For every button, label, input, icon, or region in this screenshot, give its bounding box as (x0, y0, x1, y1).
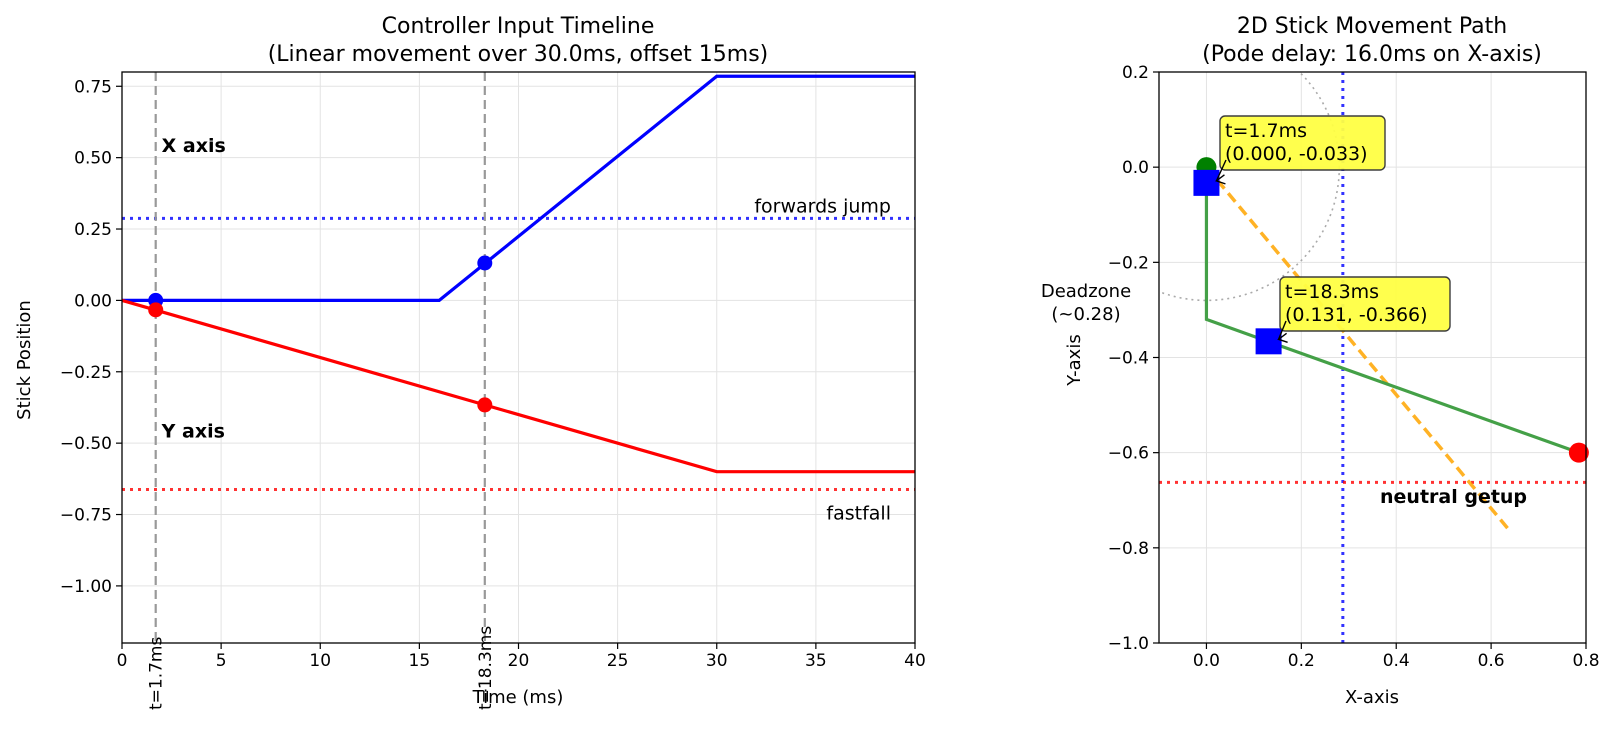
timeline-x-tick-label-8: 40 (904, 651, 926, 671)
stick-neutral-getup-line (1205, 166, 1512, 533)
timeline-y-tick-label-5: −0.50 (60, 434, 112, 454)
timeline-y-axis-label: Stick Position (14, 300, 35, 420)
timeline-reference-lines (122, 72, 915, 643)
timeline-text-labels: X axis Y axis forwards jump fastfall t=1.7ms… (147, 135, 891, 710)
stick-x-tick-label-2: 0.4 (1383, 651, 1410, 671)
stick-x-tick-label-1: 0.2 (1288, 651, 1315, 671)
stick-sample-point-0 (1193, 169, 1220, 196)
timeline-y-tick-label-0: 0.75 (74, 77, 112, 97)
timeline-marker-point-3 (477, 397, 493, 413)
timeline-grid (121, 72, 916, 643)
timeline-series-label-1: Y axis (161, 420, 225, 442)
timeline-x-tick-label-0: 0 (117, 651, 128, 671)
stick-path-subtitle: (Pode delay: 16.0ms on X-axis) (1202, 42, 1542, 67)
stick-annotation-box-1 (1279, 276, 1451, 332)
stick-y-tick-label-2: −0.2 (1108, 253, 1149, 273)
timeline-x-tick-label-1: 5 (216, 651, 227, 671)
stick-path-text-labels: t=1.7ms (0.000, -0.033) t=18.3ms (0.131, -0… (1041, 115, 1527, 508)
timeline-y-tick-label-2: 0.25 (74, 220, 112, 240)
stick-y-tick-label-1: 0.0 (1122, 158, 1149, 178)
timeline-series-label-0: X axis (162, 135, 226, 157)
timeline-x-axis-label: Time (ms) (472, 687, 564, 708)
stick-annotation-arrowhead-1 (1277, 332, 1288, 343)
timeline-y-tick-label-3: 0.00 (74, 291, 112, 311)
timeline-time-marker-label-0: t=1.7ms (147, 636, 167, 710)
timeline-title: Controller Input Timeline (382, 14, 655, 39)
stick-end-point (1568, 442, 1589, 463)
stick-annotation-box-0 (1219, 115, 1386, 171)
timeline-series-line-0 (122, 74, 915, 302)
stick-path-y-axis-label: Y-axis (1064, 334, 1085, 386)
stick-annotation-arrowhead-0 (1214, 174, 1226, 185)
timeline-x-tick-label-7: 35 (805, 651, 827, 671)
timeline-chart: Controller Input Timeline (Linear moveme… (14, 14, 926, 710)
stick-y-tick-label-4: −0.6 (1108, 444, 1149, 464)
timeline-markers (148, 255, 493, 413)
timeline-x-tick-label-5: 25 (607, 651, 629, 671)
stick-annotation-text-0: t=1.7ms (0.000, -0.033) (1225, 120, 1368, 165)
stick-neutral-getup-label: neutral getup (1380, 486, 1527, 508)
timeline-marker-point-2 (477, 255, 493, 271)
timeline-ticks: 0 5 10 15 20 25 30 35 40 0.75 0.50 0.25 0.00 −0.25 −0.… (60, 77, 926, 671)
stick-path-line (1204, 167, 1580, 455)
stick-x-tick-label-4: 0.8 (1572, 651, 1599, 671)
timeline-threshold-label-1: fastfall (826, 503, 891, 525)
timeline-series-line-1 (121, 298, 915, 474)
stick-y-tick-label-0: 0.2 (1122, 63, 1149, 83)
timeline-time-marker-label-1: t=18.3ms (476, 626, 496, 710)
timeline-y-tick-label-7: −1.00 (60, 577, 112, 597)
stick-y-tick-label-3: −0.4 (1108, 349, 1149, 369)
timeline-x-tick-label-3: 15 (409, 651, 431, 671)
stick-x-tick-label-0: 0.0 (1193, 651, 1220, 671)
timeline-x-tick-label-2: 10 (309, 651, 331, 671)
timeline-threshold-label-0: forwards jump (754, 195, 891, 217)
stick-path-chart: 2D Stick Movement Path (Pode delay: 16.0… (1041, 14, 1600, 708)
stick-annotation-arrow-1 (1277, 320, 1287, 340)
stick-deadzone-label: Deadzone (~0.28) (1041, 281, 1131, 325)
stick-x-tick-label-3: 0.6 (1478, 651, 1505, 671)
stick-sample-point-1 (1255, 328, 1282, 355)
timeline-x-tick-label-6: 30 (706, 651, 728, 671)
stick-path-title: 2D Stick Movement Path (1237, 14, 1507, 39)
timeline-y-tick-label-4: −0.25 (60, 363, 112, 383)
timeline-x-tick-label-4: 20 (508, 651, 530, 671)
timeline-subtitle: (Linear movement over 30.0ms, offset 15m… (268, 42, 769, 67)
stick-path-markers (1193, 157, 1589, 463)
timeline-series (121, 74, 915, 474)
timeline-marker-point-1 (148, 302, 164, 318)
stick-path-x-axis-label: X-axis (1345, 687, 1399, 708)
stick-y-tick-label-6: −1.0 (1108, 634, 1149, 654)
timeline-y-tick-label-6: −0.75 (60, 506, 112, 526)
stick-path-reference-lines (1159, 72, 1586, 643)
stick-path-series (1204, 167, 1580, 455)
timeline-y-tick-label-1: 0.50 (74, 149, 112, 169)
stick-annotation-arrow-0 (1215, 159, 1227, 182)
stick-y-tick-label-5: −0.8 (1108, 539, 1149, 559)
stick-path-ticks: 0.0 0.2 0.4 0.6 0.8 0.2 0.0 −0.2 −0.4 −0.6 −0.8 −1.… (1108, 63, 1600, 671)
stick-annotation-text-1: t=18.3ms (0.131, -0.366) (1285, 281, 1428, 326)
